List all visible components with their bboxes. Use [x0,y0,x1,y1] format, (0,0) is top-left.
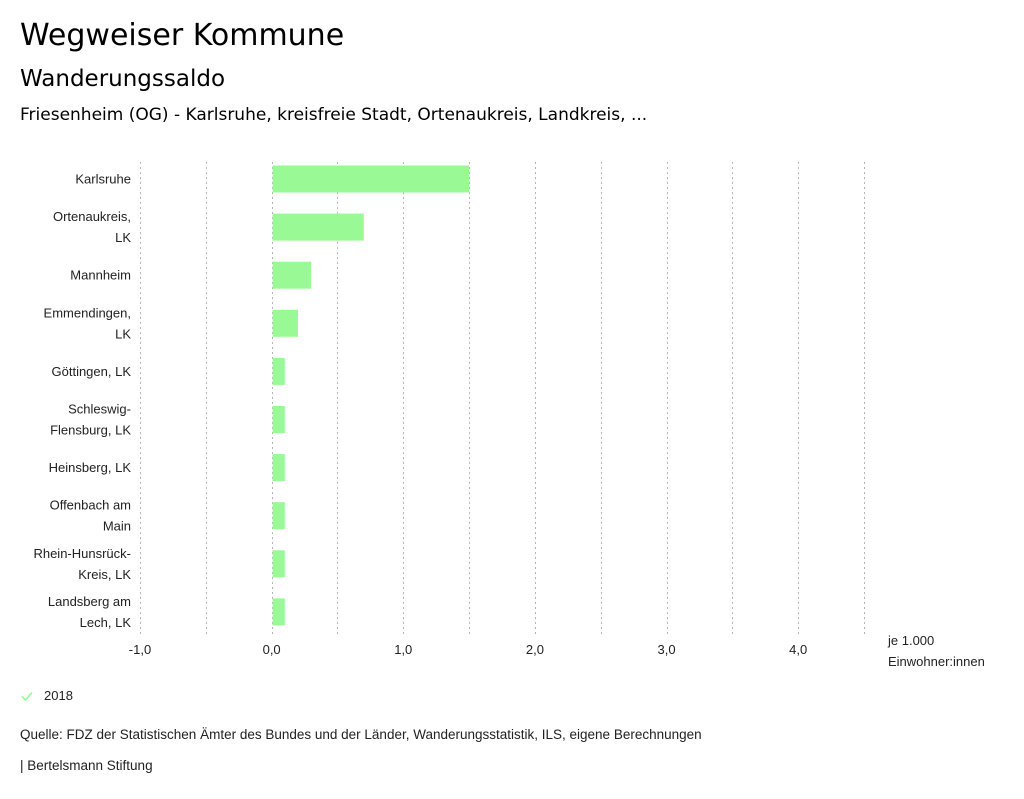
x-axis-unit-label: je 1.000 Einwohner:innen [888,630,985,672]
x-tick-label: 3,0 [658,642,676,657]
bar [272,550,285,578]
category-label: Kreis, LK [78,567,131,582]
category-label: LK [115,230,131,245]
x-axis-unit-line-1: je 1.000 [888,633,935,648]
x-tick-label: 4,0 [789,642,807,657]
bar [272,309,298,337]
category-label: Lech, LK [80,615,132,630]
category-label: Main [103,519,131,534]
x-tick-label: 1,0 [394,642,412,657]
legend-item-2018[interactable]: 2018 [20,688,73,703]
region-selector[interactable]: Friesenheim (OG) - Karlsruhe, kreisfreie… [20,105,648,125]
source-note: Quelle: FDZ der Statistischen Ämter des … [20,727,702,742]
bar [272,598,285,626]
x-tick-label: 0,0 [263,642,281,657]
bar [272,502,285,530]
check-icon [21,691,33,701]
category-label: Offenbach am [50,498,131,513]
x-tick-label: -1,0 [129,642,151,657]
bar-chart: Karlsruhe Ortenaukreis, LK Mannheim Emmendin… [33,162,865,657]
category-label: LK [115,326,131,341]
x-tick-label: 2,0 [526,642,544,657]
bar [272,165,470,193]
category-label: Schleswig- [68,402,131,417]
category-label: Mannheim [70,268,131,283]
x-axis-unit-line-2: Einwohner:innen [888,654,985,669]
category-label: Ortenaukreis, [53,209,131,224]
category-label: Emmendingen, [44,305,131,320]
brand-note: | Bertelsmann Stiftung [20,758,153,773]
legend-label: 2018 [44,688,73,703]
bar [272,454,285,482]
category-label: Landsberg am [48,594,131,609]
category-label: Flensburg, LK [50,423,131,438]
category-label: Rhein-Hunsrück- [33,546,131,561]
bar [272,213,364,241]
category-label: Karlsruhe [75,172,131,187]
category-label: Heinsberg, LK [49,460,132,475]
chart-subtitle: Wanderungssaldo [20,66,226,92]
bar [272,357,285,385]
bar [272,406,285,433]
page-title: Wegweiser Kommune [20,18,345,53]
bar [272,261,312,289]
category-label: Göttingen, LK [52,364,132,379]
